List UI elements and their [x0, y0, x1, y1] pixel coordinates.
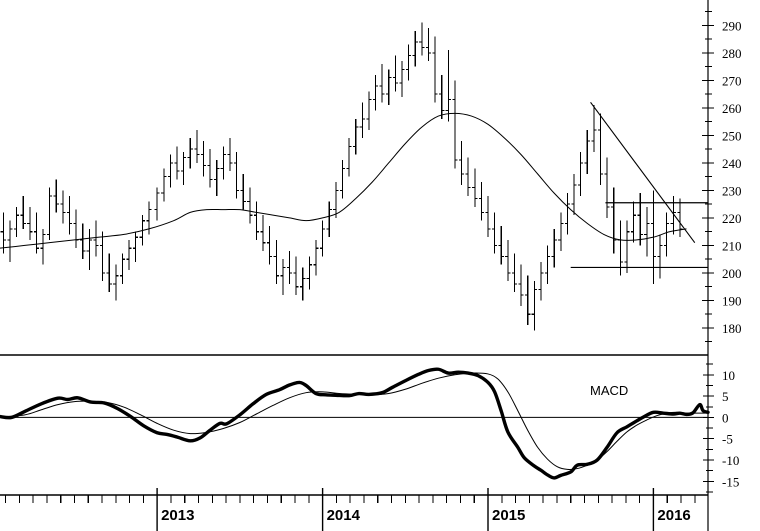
price-tick-group [702, 11, 714, 343]
price-tick-label: 260 [722, 101, 742, 116]
macd-tick-label-group: -15 -10 -5 0 5 10 [722, 368, 739, 490]
year-mark-group: 2013 2014 2015 2016 [156, 488, 691, 531]
ohlc-bars-group [0, 22, 683, 331]
year-label: 2015 [492, 507, 525, 524]
price-tick-label: 280 [722, 46, 742, 61]
month-tick-group [4, 495, 696, 503]
price-tick-label: 190 [722, 294, 742, 309]
time-axis: 2013 2014 2015 2016 [0, 488, 708, 531]
price-tick-label: 230 [722, 183, 742, 198]
macd-label: MACD [590, 383, 628, 398]
signal-line [0, 372, 709, 470]
macd-tick-label: -5 [722, 432, 733, 447]
moving-average-line [0, 112, 687, 249]
price-tick-label: 180 [722, 321, 742, 336]
year-label: 2013 [161, 507, 194, 524]
macd-tick-label: 5 [722, 389, 729, 404]
price-tick-label: 240 [722, 156, 742, 171]
price-tick-label: 290 [722, 18, 742, 33]
macd-line [0, 367, 710, 480]
macd-panel: MACD [0, 367, 710, 480]
macd-tick-group [703, 363, 714, 493]
price-tick-label-group: 180 190 200 210 220 230 240 250 260 270 280 290 [722, 18, 742, 336]
price-panel [0, 22, 708, 331]
price-tick-label: 210 [722, 238, 742, 253]
price-tick-label: 270 [722, 73, 742, 88]
macd-tick-label: 10 [722, 368, 735, 383]
price-tick-label: 250 [722, 128, 742, 143]
macd-tick-label: -10 [722, 453, 739, 468]
macd-tick-label: -15 [722, 474, 739, 489]
downtrend-line [590, 101, 696, 243]
macd-tick-label: 0 [722, 410, 729, 425]
right-value-axis: 180 190 200 210 220 230 240 250 260 270 280 290 -15… [702, 0, 742, 531]
year-label: 2014 [327, 507, 361, 524]
price-tick-label: 220 [722, 211, 742, 226]
year-label: 2016 [657, 507, 690, 524]
price-tick-label: 200 [722, 266, 742, 281]
